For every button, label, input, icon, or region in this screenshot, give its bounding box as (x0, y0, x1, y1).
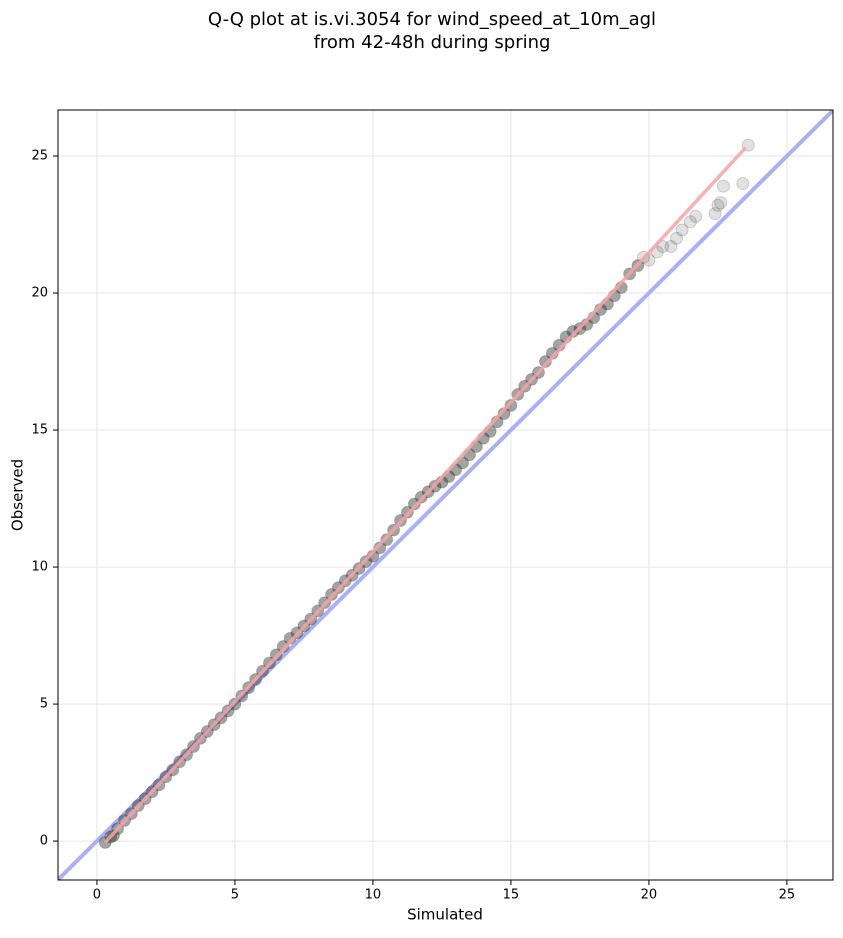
point (373, 541, 387, 555)
point (736, 176, 750, 190)
chart-title: from 42-48h during spring (314, 32, 551, 53)
y-tick-label: 15 (31, 423, 48, 438)
x-tick-label: 5 (231, 888, 239, 903)
point (716, 179, 730, 193)
y-tick-label: 5 (40, 697, 48, 712)
point (711, 198, 725, 212)
point (675, 223, 689, 237)
point (714, 196, 728, 210)
point (504, 398, 518, 412)
plot-area (58, 110, 833, 880)
x-tick-label: 25 (779, 888, 796, 903)
plot-frame (57, 109, 834, 881)
point (407, 497, 421, 511)
point (664, 239, 678, 253)
fit-line (103, 146, 747, 844)
y-tick-label: 25 (31, 149, 48, 164)
x-axis-label: Simulated (407, 906, 483, 924)
y-tick-label: 0 (40, 834, 48, 849)
x-tick-label: 10 (365, 888, 382, 903)
x-tick-label: 20 (641, 888, 658, 903)
y-tick-label: 20 (31, 286, 48, 301)
point (689, 209, 703, 223)
point (708, 207, 722, 221)
y-tick-label: 10 (31, 560, 48, 575)
chart-title: Q-Q plot at is.vi.3054 for wind_speed_at… (208, 9, 656, 30)
point (670, 231, 684, 245)
x-tick-label: 15 (503, 888, 520, 903)
x-tick-label: 0 (93, 888, 101, 903)
y-axis-label: Observed (9, 459, 27, 531)
point (683, 215, 697, 229)
point (538, 355, 552, 369)
